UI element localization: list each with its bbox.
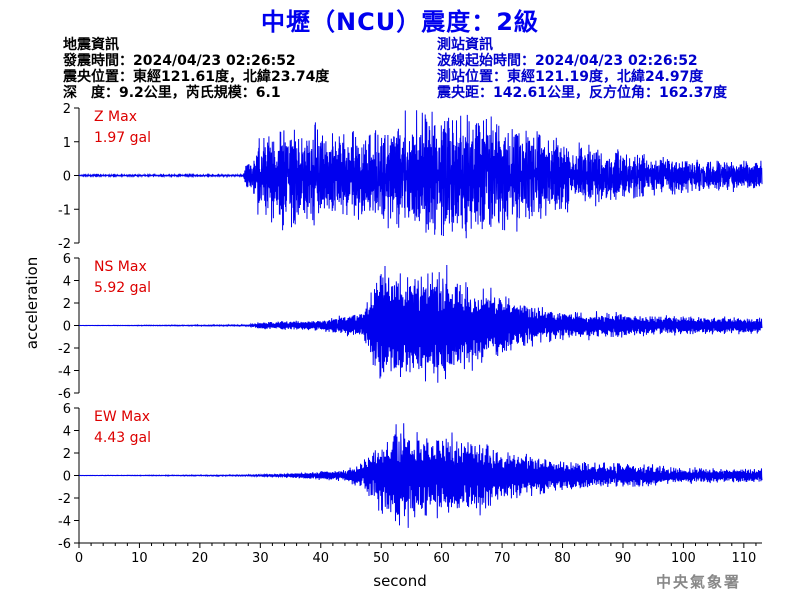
panel-ns-max-value: 5.92 gal: [94, 280, 151, 296]
chart-title: 中壢（NCU）震度：2級: [261, 8, 539, 36]
x-tick-label: 10: [131, 551, 148, 566]
x-tick-label: 30: [252, 551, 269, 566]
x-tick-label: 70: [494, 551, 511, 566]
series-ns-trace: [78, 264, 763, 383]
y-tick-label: 6: [63, 402, 71, 417]
y-tick-label: -2: [58, 492, 71, 507]
y-tick-label: 4: [63, 425, 71, 440]
epicentral-distance: 震央距：142.61公里，反方位角：162.37度: [437, 85, 728, 101]
x-tick-label: 40: [312, 551, 329, 566]
panel-z-max-label: Z Max: [94, 109, 137, 125]
x-tick-label: 110: [731, 551, 756, 566]
x-tick-label: 0: [75, 551, 83, 566]
y-tick-label: 1: [63, 136, 71, 151]
depth-magnitude: 深 度：9.2公里，芮氏規模：6.1: [63, 85, 281, 101]
station-location: 測站位置：東經121.19度，北緯24.97度: [437, 69, 704, 85]
y-tick-label: -4: [58, 365, 71, 380]
y-tick-label: -1: [58, 203, 71, 218]
y-tick-label: 4: [63, 275, 71, 290]
y-tick-label: 2: [63, 102, 71, 117]
y-tick-label: 2: [63, 447, 71, 462]
x-tick-label: 100: [671, 551, 696, 566]
y-tick-label: -2: [58, 237, 71, 252]
epicenter-location: 震央位置：東經121.61度，北緯23.74度: [63, 69, 330, 85]
y-axis-title: acceleration: [23, 257, 41, 349]
y-tick-label: 0: [63, 470, 71, 485]
cwa-watermark: 中央氣象署: [656, 573, 742, 591]
y-tick-label: -2: [58, 342, 71, 357]
origin-time: 發震時間：2024/04/23 02:26:52: [63, 53, 296, 69]
y-tick-label: 0: [63, 320, 71, 335]
x-axis-title: second: [373, 572, 427, 590]
y-tick-label: -4: [58, 515, 71, 530]
y-tick-label: 6: [63, 252, 71, 267]
x-tick-label: 90: [615, 551, 632, 566]
y-tick-label: -6: [58, 537, 71, 552]
panel-z-max-value: 1.97 gal: [94, 130, 151, 146]
panel-ns-max-label: NS Max: [94, 259, 147, 275]
station-info-heading: 測站資訊: [437, 37, 493, 53]
wave-start-time: 波線起始時間：2024/04/23 02:26:52: [437, 53, 698, 69]
x-tick-label: 60: [433, 551, 450, 566]
series-ew-trace: [78, 423, 763, 528]
panel-ew-max-label: EW Max: [94, 409, 150, 425]
station-info: 測站資訊 波線起始時間：2024/04/23 02:26:52 測站位置：東經1…: [437, 37, 727, 101]
x-tick-label: 50: [373, 551, 390, 566]
x-tick-label: 20: [192, 551, 209, 566]
panel-ew-max-value: 4.43 gal: [94, 430, 151, 446]
y-tick-label: 2: [63, 297, 71, 312]
series-z-trace: [78, 110, 763, 239]
earthquake-info-heading: 地震資訊: [63, 37, 119, 53]
earthquake-info: 地震資訊 發震時間：2024/04/23 02:26:52 震央位置：東經121…: [63, 37, 329, 101]
x-tick-label: 80: [554, 551, 571, 566]
y-tick-label: -6: [58, 387, 71, 402]
y-tick-label: 0: [63, 170, 71, 185]
